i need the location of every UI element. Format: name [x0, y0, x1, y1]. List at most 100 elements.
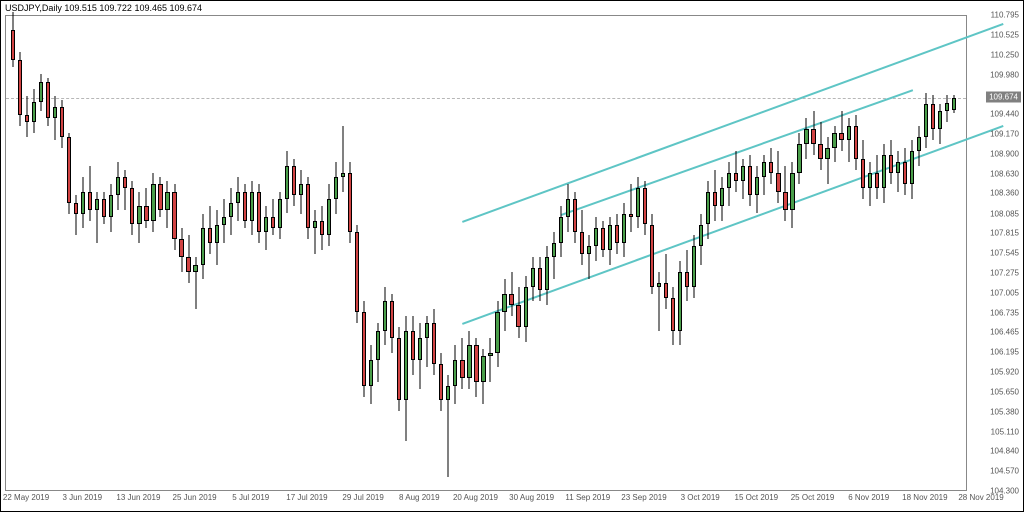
candle: [889, 16, 893, 492]
candle: [566, 16, 570, 492]
candle: [882, 16, 886, 492]
candle: [762, 16, 766, 492]
candle: [875, 16, 879, 492]
candle: [601, 16, 605, 492]
x-tick: 30 Aug 2019: [509, 493, 554, 502]
candle: [165, 16, 169, 492]
candle: [32, 16, 36, 492]
candle: [397, 16, 401, 492]
candle: [53, 16, 57, 492]
y-tick: 108.360: [990, 189, 1019, 198]
candle: [102, 16, 106, 492]
candle: [903, 16, 907, 492]
candle: [271, 16, 275, 492]
candle: [250, 16, 254, 492]
y-tick: 105.920: [990, 368, 1019, 377]
candle: [383, 16, 387, 492]
y-tick: 104.570: [990, 467, 1019, 476]
candle: [832, 16, 836, 492]
candle: [193, 16, 197, 492]
candle: [720, 16, 724, 492]
chart-header: USDJPY,Daily 109.515 109.722 109.465 109…: [5, 3, 202, 13]
x-tick: 8 Aug 2019: [399, 493, 439, 502]
x-tick: 25 Jun 2019: [173, 493, 217, 502]
candle: [334, 16, 338, 492]
candle: [327, 16, 331, 492]
candle: [39, 16, 43, 492]
candle: [390, 16, 394, 492]
candle: [685, 16, 689, 492]
x-tick: 3 Jun 2019: [62, 493, 102, 502]
y-tick: 104.840: [990, 447, 1019, 456]
x-tick: 11 Sep 2019: [565, 493, 610, 502]
candle: [467, 16, 471, 492]
candle: [573, 16, 577, 492]
x-tick: 18 Nov 2019: [902, 493, 947, 502]
candle: [144, 16, 148, 492]
y-tick: 106.465: [990, 328, 1019, 337]
candle: [285, 16, 289, 492]
plot-area[interactable]: [5, 15, 967, 491]
candle: [755, 16, 759, 492]
candle: [594, 16, 598, 492]
candle: [488, 16, 492, 492]
candle: [783, 16, 787, 492]
candle: [179, 16, 183, 492]
candle: [257, 16, 261, 492]
candle: [896, 16, 900, 492]
candle: [868, 16, 872, 492]
x-tick: 15 Oct 2019: [735, 493, 779, 502]
candle: [222, 16, 226, 492]
candle: [313, 16, 317, 492]
candle: [804, 16, 808, 492]
candle: [559, 16, 563, 492]
candle: [95, 16, 99, 492]
candle: [292, 16, 296, 492]
candle: [587, 16, 591, 492]
x-tick: 28 Nov 2019: [958, 493, 1003, 502]
candle: [432, 16, 436, 492]
y-tick: 109.440: [990, 110, 1019, 119]
candle: [615, 16, 619, 492]
candle: [938, 16, 942, 492]
x-tick: 20 Aug 2019: [453, 493, 498, 502]
y-tick: 108.900: [990, 149, 1019, 158]
candle: [460, 16, 464, 492]
x-tick: 6 Nov 2019: [848, 493, 889, 502]
candle: [355, 16, 359, 492]
x-tick: 29 Jul 2019: [342, 493, 383, 502]
symbol-label: USDJPY,Daily: [5, 3, 62, 13]
candle: [952, 16, 956, 492]
y-tick: 105.650: [990, 388, 1019, 397]
candle: [734, 16, 738, 492]
candle: [552, 16, 556, 492]
candle: [524, 16, 528, 492]
candle: [362, 16, 366, 492]
candle: [538, 16, 542, 492]
candle: [502, 16, 506, 492]
candle: [671, 16, 675, 492]
candle: [699, 16, 703, 492]
candle: [861, 16, 865, 492]
candle: [151, 16, 155, 492]
candle: [509, 16, 513, 492]
x-tick: 23 Sep 2019: [621, 493, 666, 502]
candle: [446, 16, 450, 492]
y-tick: 109.980: [990, 70, 1019, 79]
candle: [811, 16, 815, 492]
x-tick: 13 Jun 2019: [116, 493, 160, 502]
candle: [18, 16, 22, 492]
candle: [797, 16, 801, 492]
candle: [790, 16, 794, 492]
y-tick: 106.195: [990, 348, 1019, 357]
candle: [713, 16, 717, 492]
y-tick: 108.630: [990, 169, 1019, 178]
candle: [608, 16, 612, 492]
y-tick: 110.795: [991, 11, 1019, 20]
candle: [545, 16, 549, 492]
y-tick: 110.525: [991, 30, 1019, 39]
candle: [215, 16, 219, 492]
candle: [769, 16, 773, 492]
candle: [580, 16, 584, 492]
candle: [236, 16, 240, 492]
